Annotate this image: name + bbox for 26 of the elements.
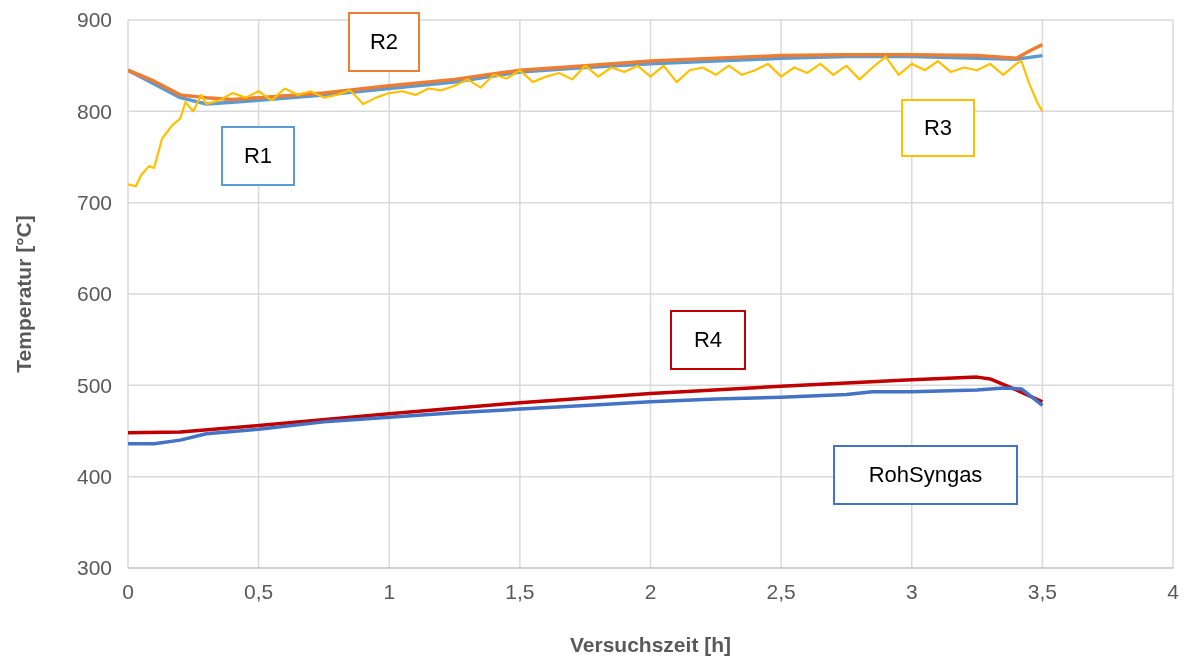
- x-tick-label: 3: [905, 579, 918, 603]
- y-axis-title: Temperatur [°C]: [12, 215, 36, 373]
- line-series: [128, 375, 1045, 435]
- series-label: R3: [901, 99, 975, 157]
- y-tick-label: 500: [76, 373, 112, 397]
- series-label: R1: [221, 126, 295, 186]
- x-tick-label: 0: [122, 579, 134, 603]
- x-tick-label: 2,5: [766, 579, 796, 603]
- x-axis-title: Versuchszeit [h]: [569, 633, 732, 656]
- line-series: [128, 55, 1044, 188]
- x-tick-label: 1: [383, 579, 396, 603]
- x-tick-label: 3,5: [1027, 579, 1057, 603]
- line-series: [128, 386, 1045, 446]
- y-tick-label: 600: [76, 282, 112, 306]
- y-tick-label: 400: [76, 465, 112, 489]
- y-tick-label: 700: [76, 191, 112, 215]
- x-tick-label: 1,5: [505, 579, 535, 603]
- y-tick-label: 900: [76, 8, 112, 32]
- y-tick-label: 800: [76, 99, 112, 123]
- x-tick-label: 0,5: [244, 579, 274, 603]
- x-tick-label: 4: [1167, 579, 1180, 603]
- x-tick-label: 2: [644, 579, 657, 603]
- y-tick-label: 300: [76, 556, 112, 580]
- series-label: R2: [348, 12, 420, 72]
- series-label: R4: [670, 310, 746, 370]
- text: RohSyngas: [833, 445, 1018, 505]
